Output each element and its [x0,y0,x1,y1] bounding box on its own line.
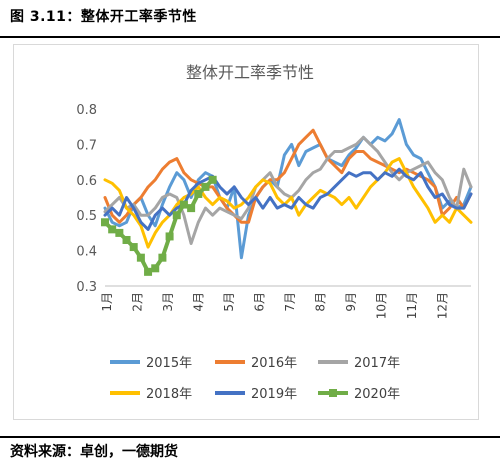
chart-title: 整体开工率季节性 [186,63,314,82]
x-tick-label: 10月 [375,292,389,319]
x-tick-label: 3月 [161,292,175,312]
x-tick-label: 6月 [253,292,267,312]
x-tick-label: 2月 [131,292,145,312]
legend-label: 2015年 [146,356,192,371]
x-tick-label: 4月 [192,292,206,312]
data-point [194,189,203,198]
data-point [115,228,124,237]
data-point [165,232,174,241]
x-tick-label: 9月 [344,292,358,312]
y-tick-label: 0.4 [76,245,97,260]
series-line [103,135,473,245]
x-tick-label: 8月 [314,292,328,312]
chart-frame [13,44,479,420]
legend-label: 2018年 [146,387,192,402]
legend-label: 2016年 [251,356,297,371]
x-tick-label: 7月 [283,292,297,312]
data-point [158,253,167,262]
series-line [103,167,473,231]
x-tick-label: 1月 [100,292,114,312]
x-tick-label: 5月 [222,292,236,312]
x-tick-label: 12月 [436,292,450,319]
data-point [172,211,181,220]
source-note: 资料来源：卓创，一德期货 [10,444,178,460]
data-point [108,225,117,234]
data-point [179,200,188,209]
y-tick-label: 0.6 [76,174,97,189]
caption-rule [0,36,500,38]
legend-item: 2015年 [110,356,192,371]
data-point [136,253,145,262]
data-point [201,182,210,191]
data-point [144,267,153,276]
y-tick-label: 0.3 [76,280,97,295]
legend-item: 2019年 [215,387,297,402]
legend-item: 2020年 [318,387,400,402]
x-tick-label: 11月 [405,292,419,319]
legend-item: 2018年 [110,387,192,402]
y-tick-label: 0.5 [76,209,97,224]
legend-label: 2019年 [251,387,297,402]
series-2019年 [103,167,473,231]
data-point [151,264,160,273]
legend-marker [329,389,337,397]
series-2017年 [103,135,473,245]
source-rule [0,436,500,438]
data-point [122,235,131,244]
series-2018年 [103,157,473,249]
data-point [187,204,196,213]
y-tick-label: 0.7 [76,138,97,153]
legend-label: 2017年 [354,356,400,371]
legend-label: 2020年 [354,387,400,402]
figure-caption: 图 3.11：整体开工率季节性 [10,9,197,25]
legend-item: 2017年 [318,356,400,371]
data-point [101,218,109,227]
data-point [208,175,217,184]
data-point [129,243,138,252]
series-line [103,157,473,249]
y-tick-label: 0.8 [76,103,97,118]
legend-item: 2016年 [215,356,297,371]
series-2020年 [101,175,217,276]
